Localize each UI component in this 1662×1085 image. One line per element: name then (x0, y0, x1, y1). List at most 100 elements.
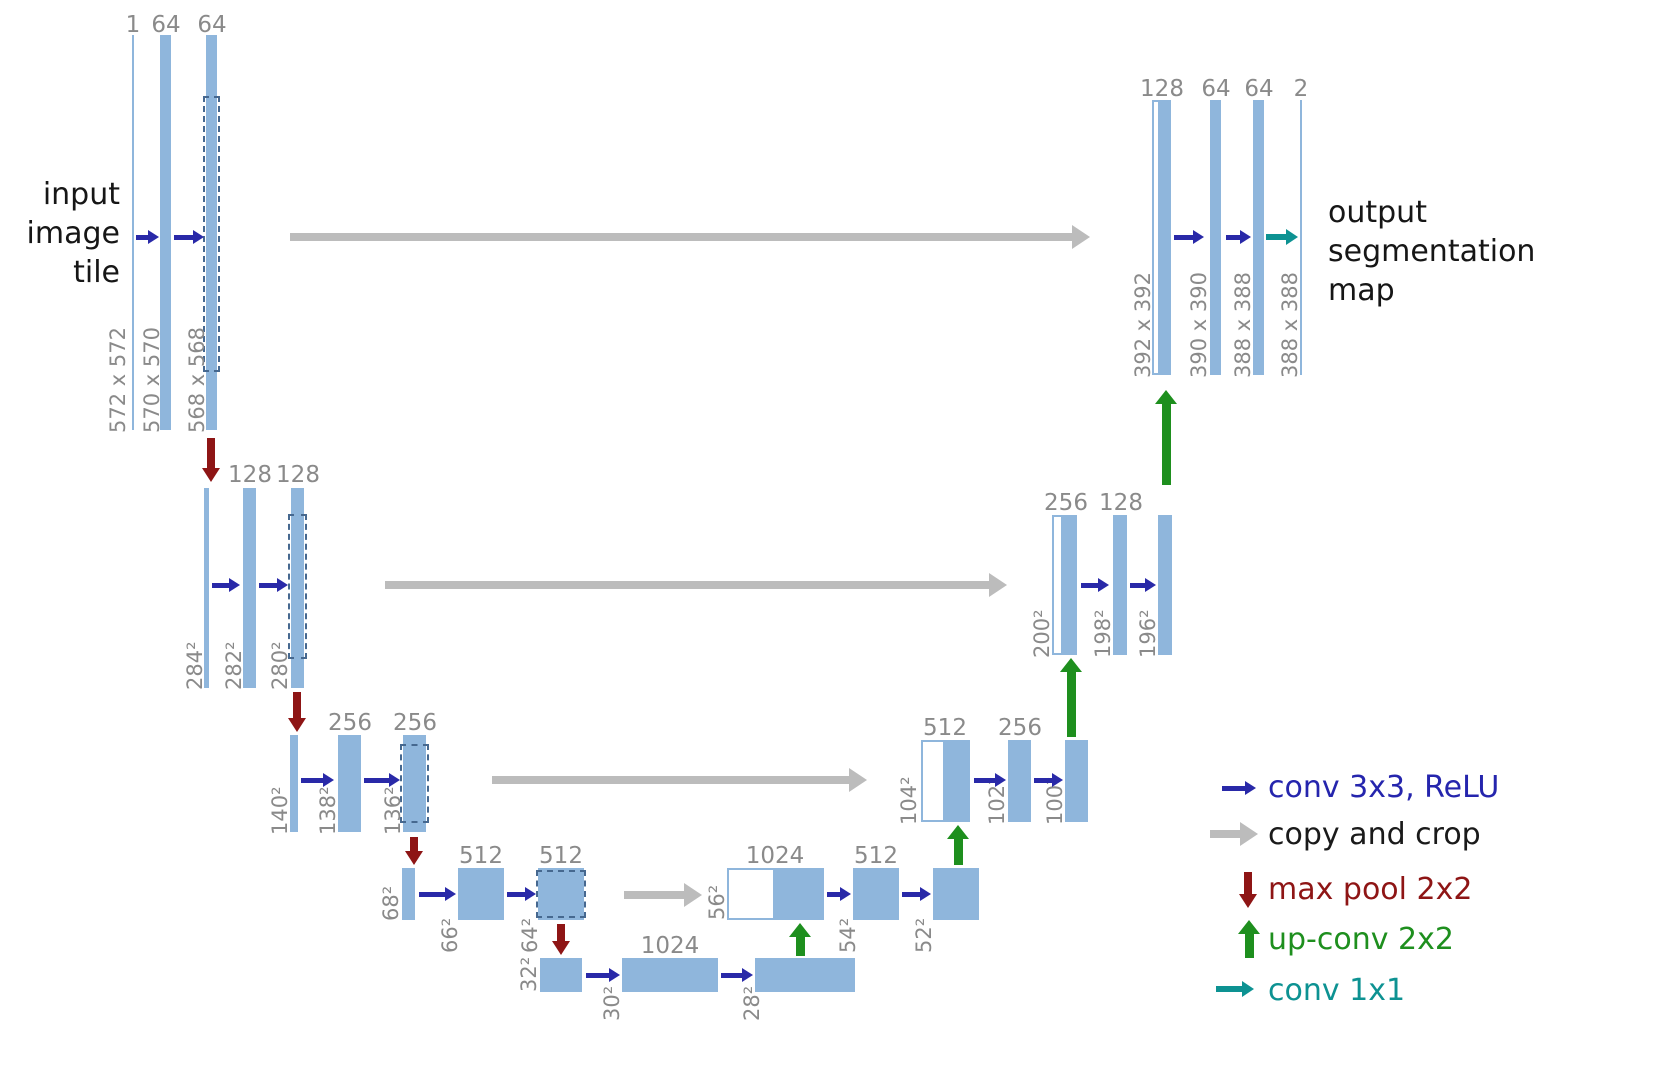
arrow-head (148, 230, 159, 244)
feature-map-bar (338, 735, 361, 832)
up-conv-arrow (947, 825, 969, 865)
arrow-head (947, 825, 969, 839)
legend-upconv-arrow-icon (1238, 920, 1260, 958)
arrow-head (1240, 822, 1258, 846)
arrow-head (552, 941, 570, 955)
arrow-head (789, 923, 811, 937)
conv-arrow (721, 968, 753, 982)
arrow-shaft (586, 972, 609, 978)
arrow-shaft (1210, 830, 1240, 838)
crop-region-outline (288, 514, 307, 659)
size-label: 56² (705, 884, 729, 920)
channel-label: 64 (197, 12, 227, 38)
feature-map-bar (1008, 740, 1031, 822)
size-label: 68² (379, 885, 403, 921)
feature-map-bar (1158, 515, 1172, 655)
channel-label: 2 (1293, 76, 1309, 102)
size-label: 284² (183, 641, 207, 690)
legend-maxpool-label: max pool 2x2 (1268, 872, 1473, 907)
arrow-shaft (259, 582, 277, 588)
input-tile-label: input image tile (26, 177, 120, 290)
arrow-shaft (1174, 234, 1193, 240)
arrow-shaft (1081, 582, 1098, 588)
conv-arrow (174, 230, 204, 244)
size-label: 32² (517, 956, 541, 992)
channel-label: 256 (998, 715, 1042, 741)
arrow-head (920, 887, 931, 901)
feature-map-bar (243, 488, 256, 688)
arrow-head (288, 718, 306, 732)
arrow-shaft (1130, 582, 1145, 588)
arrow-shaft (827, 891, 840, 897)
arrow-shaft (507, 891, 525, 897)
size-label: 196² (1136, 609, 1160, 658)
arrow-head (684, 883, 702, 907)
output-map-label: output segmentation map (1328, 195, 1536, 308)
size-label: 282² (222, 641, 246, 690)
arrow-head (1072, 225, 1090, 249)
feature-map-bar (290, 735, 298, 832)
arrow-shaft (492, 776, 849, 784)
size-label: 66² (438, 917, 462, 953)
arrow-head (525, 887, 536, 901)
arrow-shaft (207, 438, 215, 468)
copy-arrow (624, 883, 702, 907)
copied-map-bar (727, 868, 775, 920)
arrow-head (1239, 894, 1257, 908)
feature-map-bar (1160, 100, 1171, 375)
feature-map-bar (132, 35, 134, 430)
feature-map-bar (1113, 515, 1127, 655)
channel-label: 512 (854, 843, 898, 869)
arrow-head (1242, 981, 1254, 997)
conv1x1-arrow (1266, 229, 1298, 245)
legend-conv-arrow-icon (1222, 781, 1256, 795)
copied-map-bar (1052, 515, 1063, 655)
feature-map-bar (1065, 740, 1088, 822)
arrow-shaft (293, 692, 301, 718)
arrow-head (1155, 390, 1177, 404)
channel-label: 1024 (745, 843, 805, 869)
arrow-shaft (1244, 872, 1252, 894)
size-label: 104² (897, 776, 921, 825)
legend-conv1x1-arrow-icon (1216, 981, 1254, 997)
up-conv-arrow (1060, 658, 1082, 737)
size-label: 200² (1030, 609, 1054, 658)
feature-map-bar (1300, 100, 1302, 375)
conv-arrow (1130, 578, 1156, 592)
feature-map-bar (1210, 100, 1221, 375)
arrow-shaft (1222, 785, 1245, 791)
legend-copy-crop-label: copy and crop (1268, 817, 1481, 852)
channel-label: 128 (1099, 490, 1143, 516)
crop-region-outline (400, 744, 429, 823)
arrow-head (277, 578, 288, 592)
channel-label: 1024 (640, 933, 700, 959)
size-label: 388 x 388 (1231, 272, 1255, 378)
arrow-shaft (419, 891, 445, 897)
arrow-head (609, 968, 620, 982)
conv-arrow (974, 773, 1006, 787)
size-label: 140² (268, 786, 292, 835)
arrow-shaft (721, 972, 742, 978)
arrow-head (1286, 229, 1298, 245)
feature-map-bar (538, 868, 584, 920)
size-label: 392 x 392 (1131, 272, 1155, 378)
copied-map-bar (1152, 100, 1160, 375)
size-label: 64² (518, 917, 542, 953)
max-pool-arrow (288, 692, 306, 732)
conv-arrow (259, 578, 288, 592)
arrow-shaft (212, 582, 229, 588)
size-label: 572 x 572 (106, 327, 130, 433)
feature-map-bar (204, 488, 209, 688)
feature-map-bar (622, 958, 718, 992)
copied-map-bar (921, 740, 945, 822)
arrow-shaft (953, 839, 963, 865)
feature-map-bar (1063, 515, 1077, 655)
copy-arrow (290, 225, 1090, 249)
feature-map-bar (160, 35, 171, 430)
conv-arrow (212, 578, 240, 592)
feature-map-bar (206, 35, 217, 430)
arrow-head (323, 773, 334, 787)
max-pool-arrow (202, 438, 220, 482)
conv-arrow (1081, 578, 1109, 592)
